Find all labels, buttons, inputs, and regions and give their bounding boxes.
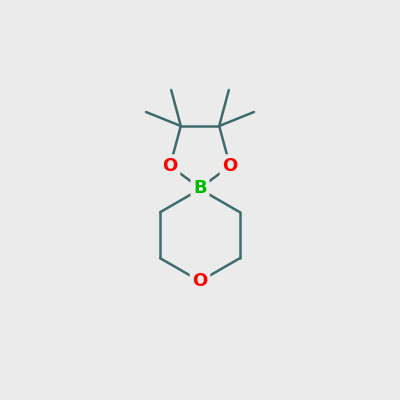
Text: B: B	[193, 179, 207, 197]
Text: O: O	[222, 157, 238, 175]
Text: O: O	[162, 157, 178, 175]
Text: O: O	[192, 272, 208, 290]
